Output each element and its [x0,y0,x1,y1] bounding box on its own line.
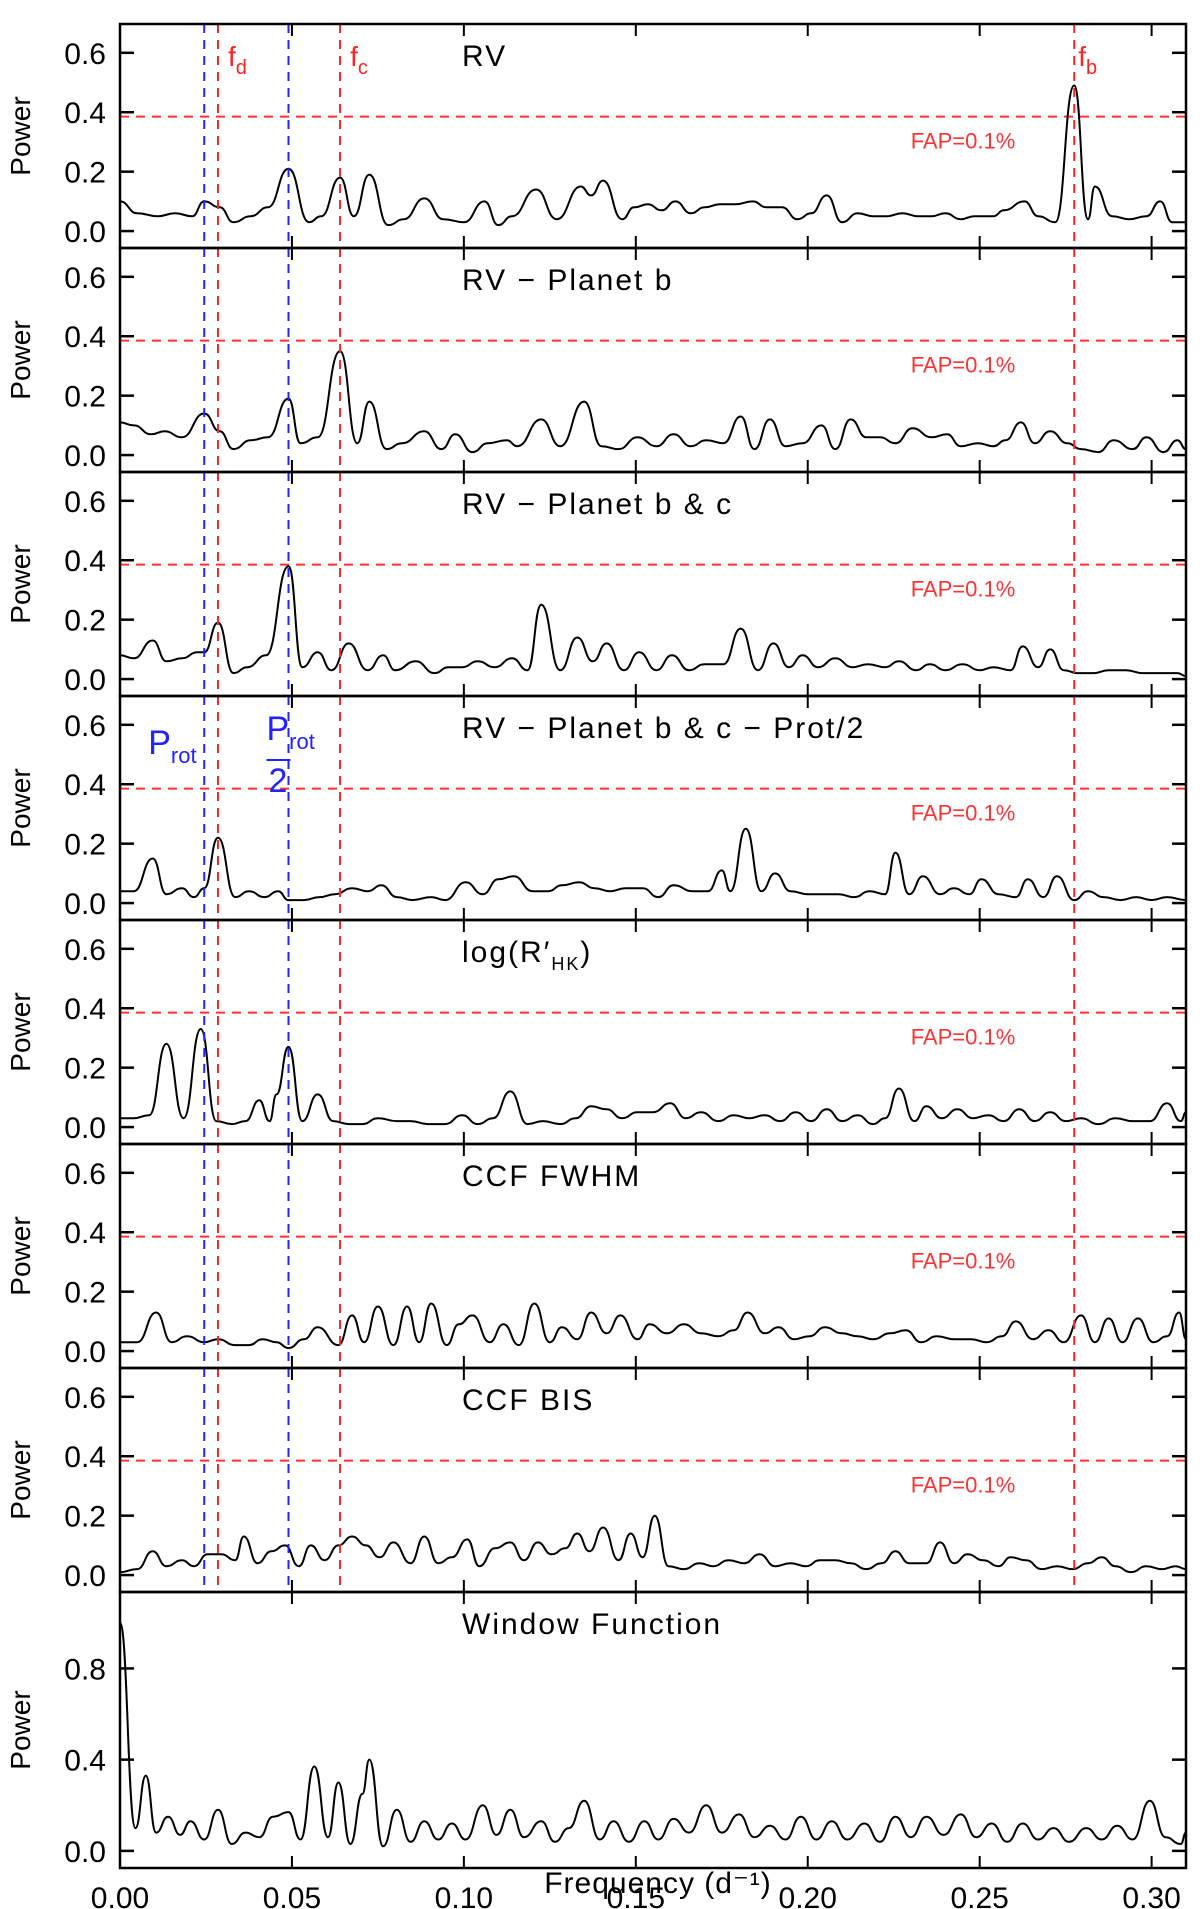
power-spectrum-line [120,827,1187,902]
y-tick-label: 0.6 [64,38,106,71]
panel-frame [118,1590,1188,1870]
panel-8: Window Function 0.0 0.4 0.8 Power [5,1592,1187,1869]
y-axis-label: Power [5,1216,36,1295]
y-tick-label: 0.4 [64,769,106,802]
y-tick-label: 0.4 [64,1217,106,1250]
panel-2: FAP=0.1% RV − Planet b 0.0 0.2 0.4 0.6 Power [5,248,1187,473]
y-tick-label: 0.0 [64,1836,106,1869]
y-tick-label: 0.0 [64,1112,106,1145]
y-axis-label: Power [5,1690,36,1769]
x-axis-label: Frequency (d⁻¹) [544,1867,772,1900]
y-axis-label: Power [5,768,36,847]
x-tick-label: 0.00 [91,1882,149,1909]
y-tick-label: 0.6 [64,934,106,967]
panels-layer: FAP=0.1% RV 0.0 0.2 0.4 0.6 Power FAP=0.1% RV − … [5,24,1187,1869]
x-tick-label: 0.15 [607,1882,665,1909]
panel-title: RV − Planet b & c [462,488,733,521]
y-tick-label: 0.4 [64,1441,106,1474]
y-tick-label: 0.8 [64,1653,106,1686]
y-tick-label: 0.0 [64,1336,106,1369]
y-tick-label: 0.6 [64,1158,106,1191]
label-subscript: rot [171,743,197,768]
panel-title: CCF FWHM [462,1160,641,1193]
y-tick-label: 0.6 [64,486,106,519]
power-spectrum-line [119,350,1187,454]
panel-3: FAP=0.1% RV − Planet b & c 0.0 0.2 0.4 0.6 Pow… [5,472,1187,697]
y-tick-label: 0.0 [64,664,106,697]
y-tick-label: 0.4 [64,321,106,354]
power-spectrum-line [120,1302,1187,1350]
panel-frames [118,22,1188,1870]
y-tick-label: 0.2 [64,605,106,638]
label-denominator: 2 [268,762,287,800]
y-tick-label: 0.6 [64,710,106,743]
label-subscript: b [1086,57,1097,79]
panel-title: RV [462,40,507,73]
y-tick-label: 0.2 [64,1277,106,1310]
label-subscript: d [236,57,247,79]
power-spectrum-line [119,1621,1187,1848]
x-tick-label: 0.25 [950,1882,1008,1909]
y-tick-label: 0.2 [64,381,106,414]
panel-title: Window Function [462,1608,722,1641]
y-tick-label: 0.0 [64,216,106,249]
power-spectrum-line [120,1028,1187,1126]
power-spectrum-line [119,1514,1187,1574]
fap-label: FAP=0.1% [911,1249,1016,1274]
panel-7: FAP=0.1% CCF BIS 0.0 0.2 0.4 0.6 Power [5,1368,1187,1593]
label-subscript: rot [289,729,315,754]
panel-6: FAP=0.1% CCF FWHM 0.0 0.2 0.4 0.6 Power [5,1144,1187,1369]
y-tick-label: 0.6 [64,1382,106,1415]
power-spectrum-line [119,84,1186,227]
panel-1: FAP=0.1% RV 0.0 0.2 0.4 0.6 Power [5,24,1186,249]
fap-label: FAP=0.1% [911,801,1016,826]
y-tick-label: 0.0 [64,888,106,921]
power-spectrum-line [119,565,1187,678]
y-axis-label: Power [5,96,36,175]
y-tick-label: 0.6 [64,262,106,295]
fap-label: FAP=0.1% [911,1473,1016,1498]
y-tick-label: 0.4 [64,97,106,130]
y-tick-label: 0.2 [64,1501,106,1534]
panel-4: FAP=0.1% RV − Planet b & c − Prot/2 0.0 0.2… [5,696,1187,921]
fap-label: FAP=0.1% [911,353,1016,378]
y-tick-label: 0.0 [64,1560,106,1593]
fap-label: FAP=0.1% [911,1025,1016,1050]
panel-title-subscript: HK [551,954,580,974]
frequency-marker-lines [203,24,1076,1592]
panel-title: RV − Planet b [462,264,673,297]
fap-label: FAP=0.1% [911,577,1016,602]
y-tick-label: 0.2 [64,829,106,862]
panel-title-close: ) [580,936,592,969]
x-tick-label: 0.10 [435,1882,493,1909]
y-axis-label: Power [5,320,36,399]
y-tick-label: 0.0 [64,440,106,473]
y-axis-label: Power [5,992,36,1071]
y-tick-label: 0.4 [64,993,106,1026]
fap-label: FAP=0.1% [911,129,1016,154]
x-tick-label: 0.20 [779,1882,837,1909]
x-tick-label: 0.05 [263,1882,321,1909]
y-tick-label: 0.4 [64,545,106,578]
x-axis: Frequency (d⁻¹) 0.00 0.05 0.10 0.15 0.20 0.25… [91,1867,1181,1909]
panel-title: CCF BIS [462,1384,594,1417]
x-tick-label: 0.30 [1122,1882,1180,1909]
y-tick-label: 0.2 [64,1053,106,1086]
y-axis-label: Power [5,544,36,623]
y-axis-label: Power [5,1440,36,1519]
label-subscript: c [358,57,368,79]
y-tick-label: 0.4 [64,1745,106,1778]
panel-title: RV − Planet b & c − Prot/2 [462,712,865,745]
y-tick-label: 0.2 [64,157,106,190]
